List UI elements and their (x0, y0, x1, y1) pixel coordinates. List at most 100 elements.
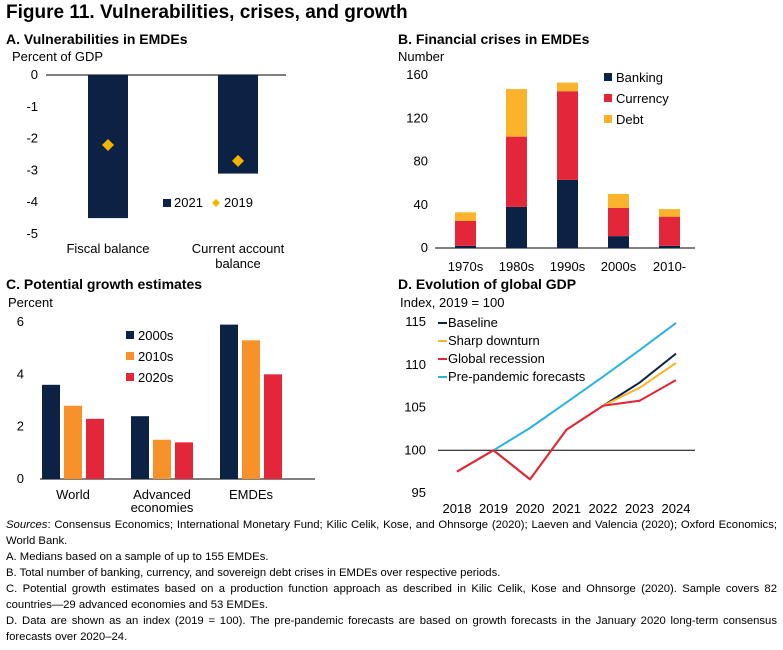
panel-b-xlabel-1: 1980s (499, 259, 535, 274)
panel-b-bar-banking-4 (659, 245, 680, 248)
sources-note: Sources: Consensus Economics; Internatio… (6, 517, 777, 549)
panel-a-ytick-1: -1 (26, 99, 38, 114)
panel-d-ytick-0: 95 (412, 485, 426, 500)
panel-c-xlabel-1-0: Advanced (133, 487, 191, 502)
panel-d-xtick-2: 2020 (516, 501, 545, 516)
panel-b-bar-banking-3 (608, 236, 629, 248)
panel-c-legend-label-1: 2010s (138, 349, 174, 364)
panel-c-bar-2010s-0 (64, 405, 82, 479)
panel-c-ytick-0: 0 (17, 471, 24, 486)
panel-d-legend-label-1: Sharp downturn (448, 333, 540, 348)
panel-d-ytick-4: 115 (405, 314, 426, 329)
panel-c-bar-2010s-1 (153, 439, 171, 479)
panel-b-bar-debt-1 (506, 89, 527, 137)
panel-c-ytick-3: 6 (17, 314, 24, 329)
panel-b-bar-debt-4 (659, 209, 680, 217)
note-d: D. Data are shown as an index (2019 = 10… (6, 615, 777, 643)
panel-b-bar-banking-0 (455, 245, 476, 248)
panel-d-chart: Index, 2019 = 100 95 100 105 110 115 2018 2019 2… (400, 295, 695, 516)
panel-c-xlabel-0-0: World (56, 487, 90, 502)
panel-b-ytick-2: 80 (414, 154, 428, 169)
panel-d-line-global-recession (456, 379, 677, 481)
panel-a-chart: Percent of GDP 0 -1 -2 -3 -4 -5 Fiscal balance C… (12, 49, 286, 271)
panel-a-legend-swatch-1 (212, 199, 220, 207)
panel-c-bar-2020s-1 (175, 442, 193, 479)
panel-b-title: B. Financial crises in EMDEs (398, 31, 590, 47)
panel-d-ytick-2: 105 (404, 400, 426, 415)
panel-a-ytick-5: -5 (26, 226, 38, 241)
panel-b-bar-currency-2 (557, 91, 578, 180)
panel-b-chart: Number 0 40 80 120 160 1970s 1980s 1990s 2000s 201… (398, 49, 695, 274)
panel-b-bar-currency-4 (659, 216, 680, 246)
panel-d-legend-label-3: Pre-pandemic forecasts (448, 369, 586, 384)
figure-notes: Sources: Consensus Economics; Internatio… (6, 517, 777, 645)
panel-d-legend-label-2: Global recession (448, 351, 545, 366)
panel-d-legend-label-0: Baseline (448, 315, 498, 330)
panel-a-ytick-4: -4 (26, 194, 38, 209)
panel-c-bar-2000s-2 (220, 324, 238, 479)
panel-c-legend-label-0: 2000s (138, 328, 174, 343)
panel-d-line-pre-pandemic-forecasts (492, 322, 677, 452)
panel-c-bar-2000s-1 (131, 416, 149, 479)
panel-b-bar-debt-0 (455, 212, 476, 221)
panel-c-bar-2010s-2 (242, 340, 260, 479)
panel-d-xtick-5: 2023 (625, 501, 654, 516)
panel-c-title: C. Potential growth estimates (6, 276, 203, 292)
panel-d-xtick-6: 2024 (662, 501, 691, 516)
panel-a-xlabel-1-0: Current account (192, 241, 285, 256)
panel-c-xlabel-1-1: economies (131, 500, 194, 515)
sources-label: Sources (6, 519, 48, 531)
panel-b-legend-swatch-0 (604, 73, 612, 81)
sources-text: : Consensus Economics; International Mon… (6, 519, 777, 547)
panel-b-legend-label-2: Debt (616, 112, 644, 127)
panel-b-bar-banking-1 (506, 206, 527, 248)
panel-c-bar-2020s-2 (264, 374, 282, 479)
panel-a-ylabel: Percent of GDP (12, 49, 103, 64)
panel-a-ytick-0: 0 (31, 67, 38, 82)
panel-a-ytick-2: -2 (26, 131, 38, 146)
panel-b-bar-banking-2 (557, 179, 578, 248)
panel-d-ytick-1: 100 (404, 442, 426, 457)
panel-b-legend-label-0: Banking (616, 70, 663, 85)
panel-b-ytick-0: 0 (421, 240, 428, 255)
panel-c-bar-2000s-0 (42, 384, 60, 479)
panel-b-legend-swatch-2 (604, 115, 612, 123)
panel-a-legend-swatch-0 (163, 199, 171, 207)
panel-a-diamond-1 (232, 154, 244, 167)
panel-b-xlabel-2: 1990s (550, 259, 586, 274)
panel-c-legend-label-2: 2020s (138, 370, 174, 385)
panel-b-ylabel: Number (398, 49, 445, 64)
panel-c-legend-swatch-0 (126, 331, 134, 339)
panel-b-xlabel-4: 2010- (653, 259, 686, 274)
panel-a-title: A. Vulnerabilities in EMDEs (6, 31, 188, 47)
panel-b-xlabel-0: 1970s (448, 259, 484, 274)
panel-b-ytick-4: 160 (406, 67, 428, 82)
panel-d-xtick-4: 2022 (589, 501, 618, 516)
panel-b-bar-currency-1 (506, 136, 527, 207)
panel-d-title: D. Evolution of global GDP (398, 276, 577, 292)
panel-d-ylabel: Index, 2019 = 100 (400, 295, 504, 310)
panel-d-xtick-0: 2018 (443, 501, 472, 516)
panel-b-bar-currency-0 (455, 220, 476, 246)
panel-c-xlabel-2-0: EMDEs (229, 487, 274, 502)
panel-d-xtick-3: 2021 (552, 501, 581, 516)
panel-d-ytick-3: 110 (405, 357, 426, 372)
panel-c-bar-2020s-0 (86, 418, 104, 479)
panel-b-legend-swatch-1 (604, 94, 612, 102)
panel-a-ytick-3: -3 (26, 162, 38, 177)
panel-c-ytick-1: 2 (17, 419, 24, 434)
panel-a-legend-label-0: 2021 (174, 195, 203, 210)
panel-b-ytick-1: 40 (414, 197, 428, 212)
panel-a-xlabel-0-0: Fiscal balance (66, 241, 149, 256)
panel-c-ytick-2: 4 (17, 366, 24, 381)
panel-b-xlabel-3: 2000s (601, 259, 637, 274)
panel-d-xtick-1: 2019 (479, 501, 508, 516)
figure-title: Figure 11. Vulnerabilities, crises, and … (6, 2, 408, 23)
panel-c-legend-swatch-2 (126, 373, 134, 381)
panel-b-bar-currency-3 (608, 207, 629, 237)
panel-c-legend-swatch-1 (126, 352, 134, 360)
note-c: C. Potential growth estimates based on a… (6, 583, 777, 611)
panel-a-diamond-0 (102, 138, 114, 151)
panel-a-legend-label-1: 2019 (224, 195, 253, 210)
